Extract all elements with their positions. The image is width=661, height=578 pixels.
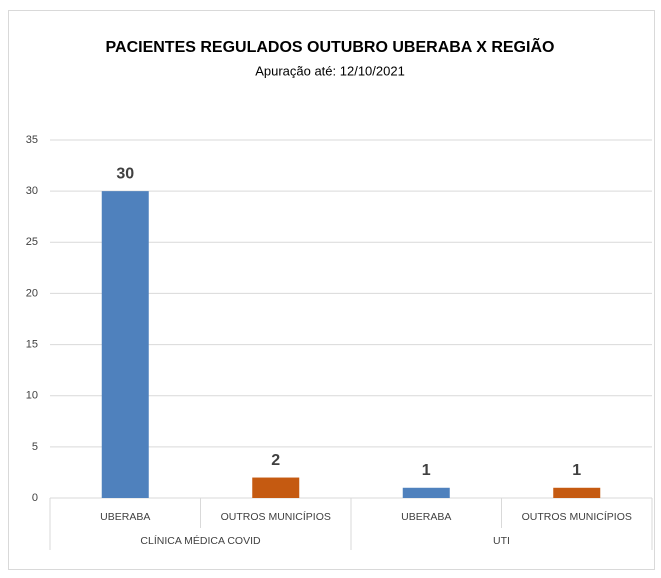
chart-subtitle: Apuração até: 12/10/2021 xyxy=(255,63,405,78)
bar xyxy=(553,487,601,498)
y-tick-label: 35 xyxy=(26,134,38,146)
y-tick-label: 5 xyxy=(32,441,38,453)
bar xyxy=(402,487,450,498)
y-tick-label: 20 xyxy=(26,287,38,299)
data-label: 1 xyxy=(572,462,581,479)
bar xyxy=(101,191,149,498)
group-label: CLÍNICA MÉDICA COVID xyxy=(140,534,261,547)
y-tick-label: 10 xyxy=(26,390,38,402)
x-tick-label: UBERABA xyxy=(100,511,150,523)
y-tick-label: 25 xyxy=(26,236,38,248)
y-tick-label: 15 xyxy=(26,338,38,350)
chart-title: PACIENTES REGULADOS OUTUBRO UBERABA X RE… xyxy=(106,36,555,56)
y-tick-label: 0 xyxy=(32,492,38,504)
x-tick-label: UBERABA xyxy=(401,511,451,523)
data-label: 2 xyxy=(271,452,280,469)
y-tick-label: 30 xyxy=(26,185,38,197)
data-label: 1 xyxy=(422,462,431,479)
group-label: UTI xyxy=(493,535,510,547)
data-label: 30 xyxy=(116,165,134,182)
x-tick-label: OUTROS MUNICÍPIOS xyxy=(522,510,632,523)
x-tick-label: OUTROS MUNICÍPIOS xyxy=(221,510,331,523)
bar xyxy=(252,477,300,498)
